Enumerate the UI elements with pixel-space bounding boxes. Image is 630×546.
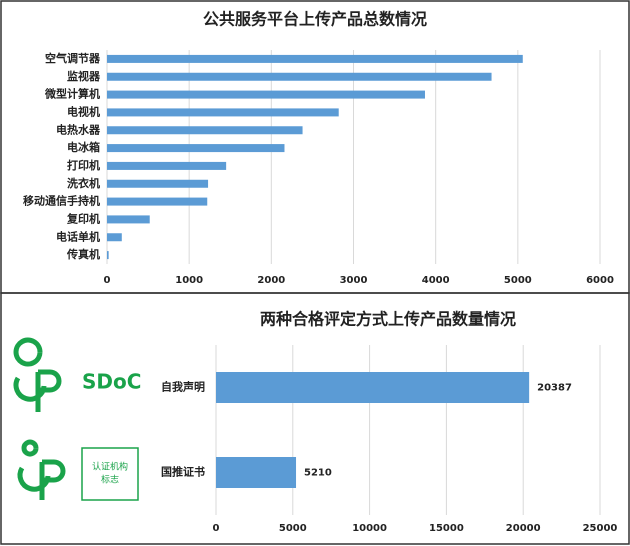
y-tick-label: 国推证书 [161,465,205,479]
bar [107,251,109,260]
bar [107,197,208,206]
bar [107,233,122,242]
x-tick-label: 2000 [257,275,285,286]
logo-label: SDoC [82,370,141,394]
bar [107,108,339,117]
y-tick-label: 电话单机 [56,229,100,243]
y-tick-label: 电热水器 [56,122,101,136]
bar [216,372,530,403]
bar [107,215,150,224]
x-tick-label: 4000 [422,275,450,286]
data-label: 20387 [537,383,572,394]
x-tick-label: 0 [213,523,220,534]
y-tick-label: 打印机 [67,158,100,172]
logo-sdoc [13,337,62,412]
bar [107,179,209,188]
y-tick-label: 复印机 [66,211,100,225]
x-tick-label: 5000 [279,523,307,534]
y-tick-label: 移动通信手持机 [23,194,100,208]
y-tick-label: 洗衣机 [67,176,100,190]
x-tick-label: 25000 [583,523,618,534]
bar [107,144,285,153]
y-tick-label: 电冰箱 [67,140,100,154]
y-tick-label: 微型计算机 [44,87,100,101]
data-label: 5210 [304,468,332,479]
bar [216,457,297,488]
bar [107,54,523,63]
x-tick-label: 10000 [352,523,387,534]
y-tick-label: 传真机 [66,247,100,261]
x-tick-label: 1000 [175,275,203,286]
chart-title: 公共服务平台上传产品总数情况 [203,10,427,29]
x-tick-label: 0 [104,275,111,286]
y-tick-label: 自我声明 [161,380,205,394]
logo-label: 认证机构 [92,461,128,473]
x-tick-label: 15000 [429,523,464,534]
logo-cert [17,439,66,500]
x-tick-label: 5000 [504,275,532,286]
y-tick-label: 监视器 [67,69,101,83]
chart-title: 两种合格评定方式上传产品数量情况 [260,310,516,329]
x-tick-label: 20000 [506,523,541,534]
y-tick-label: 空气调节器 [45,51,101,65]
x-tick-label: 3000 [340,275,368,286]
bar [107,161,227,170]
bar [107,72,492,81]
logo-label: 标志 [101,474,119,486]
bar [107,126,303,135]
y-tick-label: 电视机 [67,104,100,118]
bar [107,90,425,99]
x-tick-label: 6000 [586,275,614,286]
logo-box [81,447,139,501]
panel-bottom [0,292,630,545]
